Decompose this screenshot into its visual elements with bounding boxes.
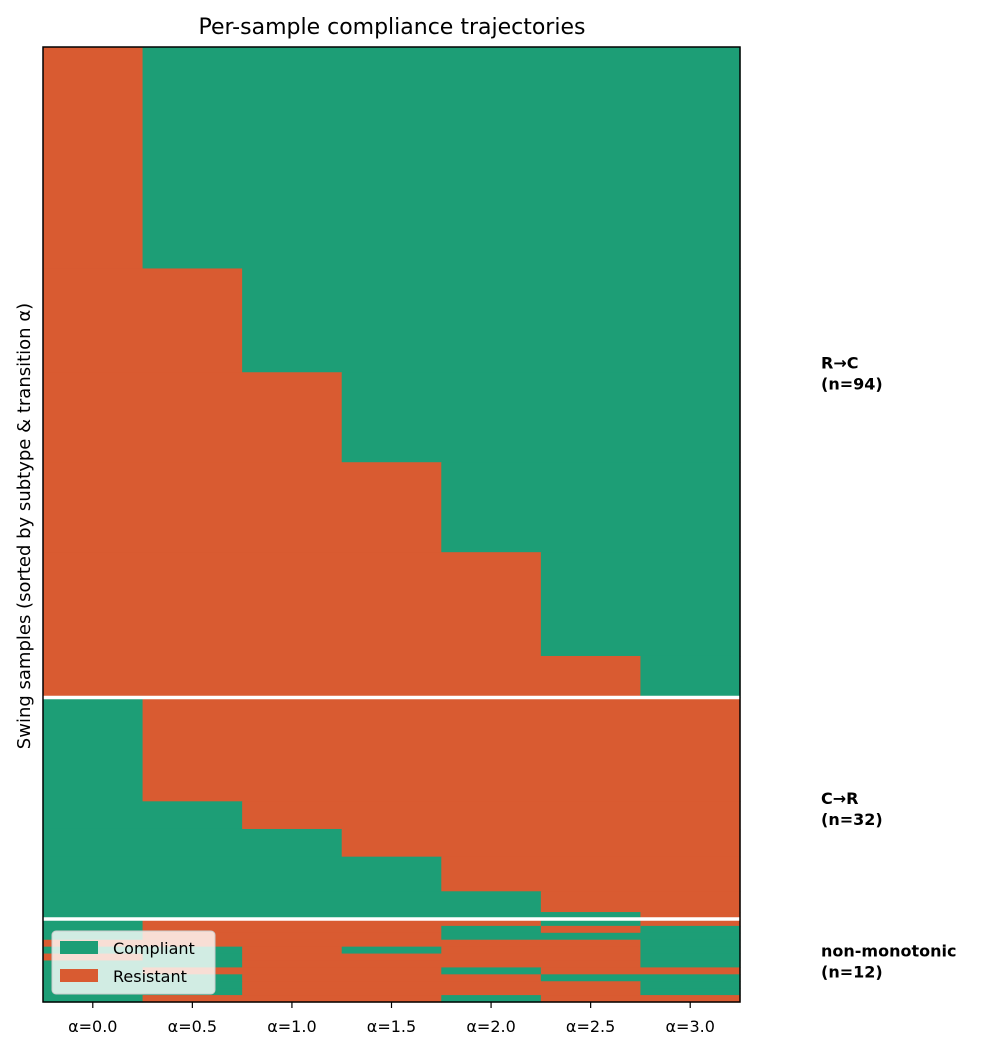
chart-title: Per-sample compliance trajectories [199,15,586,40]
legend-swatch-resistant [60,969,98,982]
group-label-0: R→C [821,353,858,372]
heatmap-cell-block-15-col-6 [640,939,741,948]
heatmap-cell-block-8-col-3 [341,828,741,858]
heatmap-cell-block-3-col-0 [43,462,442,553]
heatmap-cell-block-6-col-1 [142,697,741,802]
heatmap-cell-block-13-col-1 [142,925,442,934]
heatmap-cell-block-19-col-1 [142,967,442,975]
heatmap-cell-block-12-col-0 [43,918,144,927]
heatmap-cell-block-1-col-0 [43,268,243,373]
heatmap-cell-block-23-col-5 [540,995,741,1003]
group-separators [43,695,740,921]
heatmap-cell-block-9-col-0 [43,856,442,892]
heatmap-cell-block-5-col-0 [43,655,642,699]
heatmap-cell-block-13-col-5 [540,925,642,934]
heatmap-cell-block-10-col-0 [43,891,542,913]
heatmap-cell-block-23-col-0 [43,995,144,1003]
heatmap-cell-block-16-col-4 [441,946,642,955]
heatmap-cell-block-12-col-5 [540,918,642,927]
heatmap-cell-block-16-col-6 [640,946,741,955]
heatmap-cell-block-23-col-1 [142,995,442,1003]
group-count-2: (n=12) [821,962,883,981]
heatmap-cell-block-4-col-5 [540,552,741,657]
legend-label-resistant: Resistant [113,967,187,986]
heatmap-cell-block-12-col-1 [142,918,542,927]
heatmap-cell-block-21-col-2 [242,981,642,989]
heatmap-cell-block-22-col-6 [640,988,741,996]
heatmap-cell-block-9-col-4 [441,856,741,892]
x-tick-label-3: α=1.5 [367,1017,416,1036]
x-tick-label-0: α=0.0 [68,1017,117,1036]
heatmap-cell-block-19-col-4 [441,967,542,975]
heatmap-cell-block-17-col-2 [242,953,642,962]
group-count-1: (n=32) [821,810,883,829]
heatmap-cell-block-7-col-2 [242,801,741,830]
x-tick-label-6: α=3.0 [666,1017,715,1036]
heatmap-cell-block-23-col-4 [441,995,542,1003]
legend-swatch-compliant [60,941,98,954]
heatmap-cell-block-18-col-2 [242,960,642,968]
legend: Compliant Resistant [51,930,216,995]
x-axis-ticks: α=0.0 α=0.5 α=1.0 α=1.5 α=2.0 α=2.5 α=3.0 [68,1002,715,1036]
heatmap-cell-block-18-col-6 [640,960,741,968]
heatmap-cell-block-0-col-0 [43,47,144,270]
heatmap-cell-block-13-col-0 [43,925,144,934]
heatmap-cell-block-7-col-0 [43,801,243,830]
heatmap-cell-block-20-col-2 [242,974,542,982]
heatmap-cell-block-16-col-3 [341,946,442,955]
heatmap-cell-block-15-col-0 [43,939,642,948]
group-label-2: non-monotonic [821,941,956,960]
heatmap-cell-block-12-col-6 [640,918,741,927]
plot-frame [42,46,741,1003]
heatmap-cell-block-16-col-2 [242,946,343,955]
heatmap-cell-block-14-col-1 [142,932,442,941]
group-count-0: (n=94) [821,374,883,393]
heatmap-cell-block-2-col-0 [43,372,343,463]
heatmap-cell-block-20-col-5 [540,974,741,982]
heatmap-cell-block-0-col-1 [142,47,741,270]
group-label-1: C→R [821,789,858,808]
y-axis-label: Swing samples (sorted by subtype & trans… [14,303,35,749]
heatmap-cell-block-4-col-0 [43,552,542,657]
x-tick-label-2: α=1.0 [267,1017,316,1036]
group-labels: R→C (n=94) C→R (n=32) non-monotonic (n=12) [821,353,956,981]
heatmap-cell-block-13-col-6 [640,925,741,934]
heatmap-cell-block-10-col-5 [540,891,741,913]
heatmap-cell-block-3-col-4 [441,462,741,553]
heatmap-cells [43,47,741,1003]
heatmap-cell-block-8-col-0 [43,828,343,858]
heatmap-cell-block-14-col-4 [441,932,741,941]
x-tick-label-1: α=0.5 [168,1017,217,1036]
x-tick-label-4: α=2.0 [466,1017,515,1036]
heatmap-cell-block-21-col-6 [640,981,741,989]
heatmap-cell-block-17-col-6 [640,953,741,962]
heatmap-cell-block-5-col-6 [640,655,741,699]
heatmap-cell-block-11-col-6 [640,912,741,920]
heatmap-cell-block-22-col-2 [242,988,642,996]
heatmap-cell-block-11-col-0 [43,912,642,920]
x-tick-label-5: α=2.5 [566,1017,615,1036]
heatmap-cell-block-13-col-4 [441,925,542,934]
heatmap-cell-block-1-col-2 [242,268,741,373]
legend-label-compliant: Compliant [113,939,195,958]
heatmap-cell-block-6-col-0 [43,697,144,802]
heatmap-cell-block-2-col-3 [341,372,741,463]
heatmap-cell-block-19-col-5 [540,967,741,975]
